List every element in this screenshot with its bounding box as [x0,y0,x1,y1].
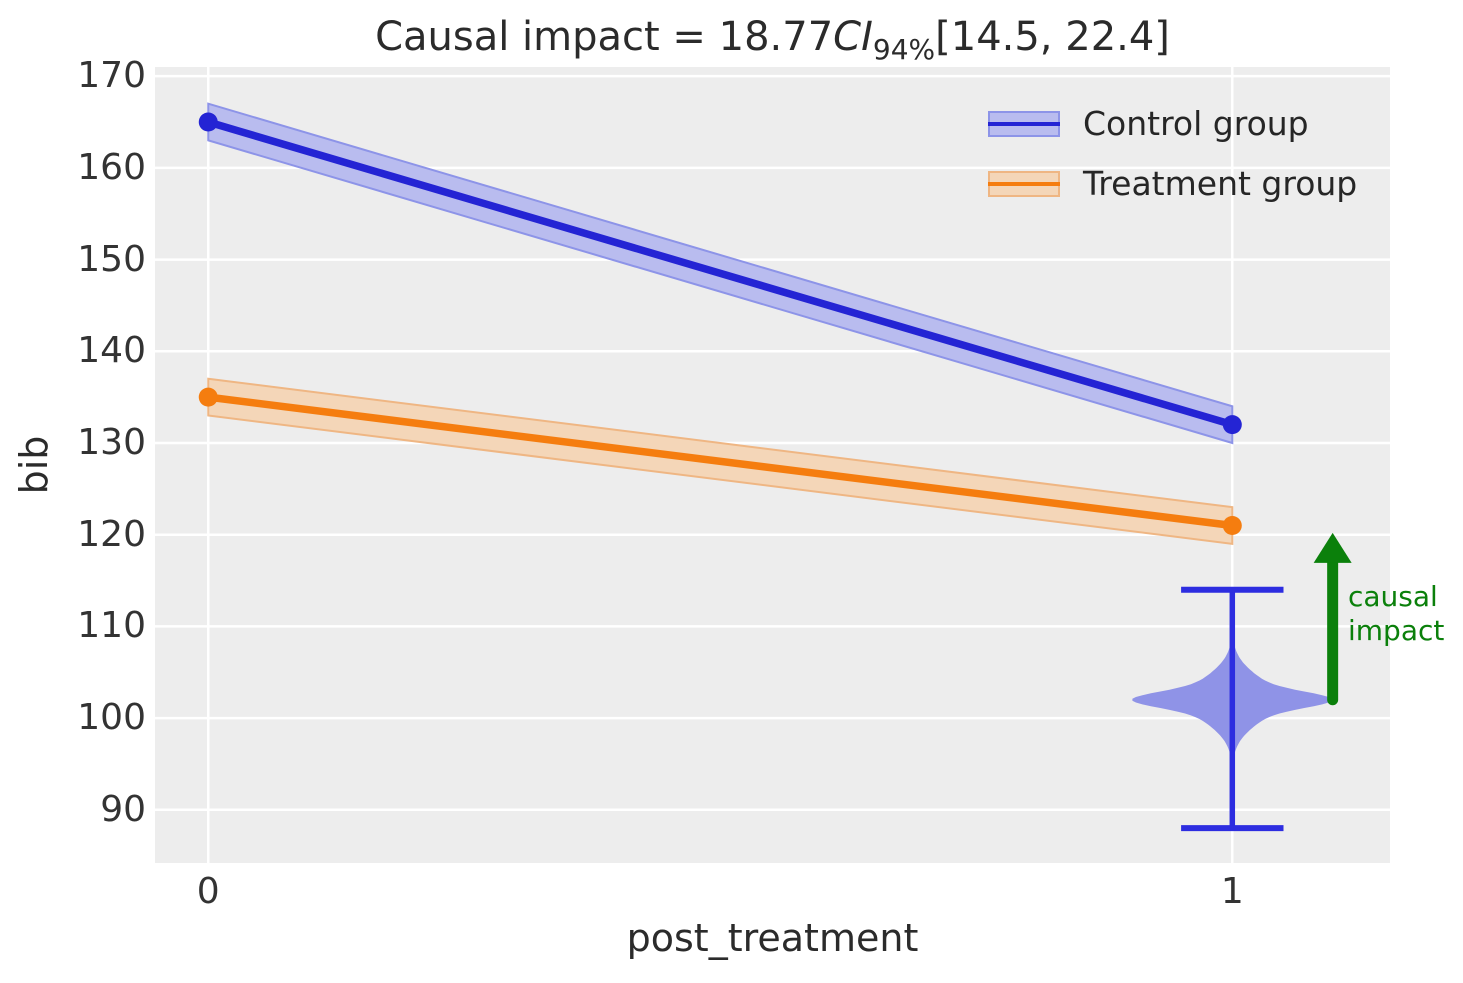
data-point-control [1222,415,1242,435]
legend-swatch-control [988,110,1060,137]
legend-line-control [988,121,1060,126]
impact-annotation-line1: causal [1348,580,1438,613]
title-ci-subscript: 94% [872,33,936,66]
legend-label-treatment: Treatment group [1083,164,1358,203]
impact-annotation: causal impact [1348,580,1444,648]
legend-swatch-treatment [988,170,1060,197]
y-tick-label: 170 [77,55,146,97]
legend: Control group Treatment group [988,104,1357,224]
legend-line-treatment [988,181,1060,186]
legend-label-control: Control group [1083,104,1309,143]
y-tick-label: 130 [77,421,146,463]
y-tick-label: 150 [77,238,146,280]
legend-item-treatment: Treatment group [988,164,1357,203]
series-line-treatment [204,393,1237,530]
y-tick-label: 110 [77,605,146,647]
x-tick-label: 1 [1220,871,1244,912]
y-tick-label: 90 [100,788,146,830]
y-tick-label: 140 [77,330,146,372]
impact-annotation-line2: impact [1348,614,1445,647]
legend-item-control: Control group [988,104,1357,143]
data-point-control [198,112,218,132]
x-axis-label: post_treatment [626,916,919,960]
series-line-control [204,118,1237,429]
title-interval: [14.5, 22.4] [935,14,1170,60]
title-ci: CI [833,14,873,60]
y-tick-label: 120 [77,513,146,555]
title-prefix: Causal impact = 18.77 [375,14,834,60]
chart-title: Causal impact = 18.77CI94%[14.5, 22.4] [155,14,1390,64]
data-point-treatment [1222,516,1242,536]
y-tick-label: 100 [77,697,146,739]
data-point-treatment [198,387,218,407]
x-tick-label: 0 [196,871,220,912]
y-tick-label: 160 [77,146,146,188]
impact-arrow-head [1313,532,1352,563]
